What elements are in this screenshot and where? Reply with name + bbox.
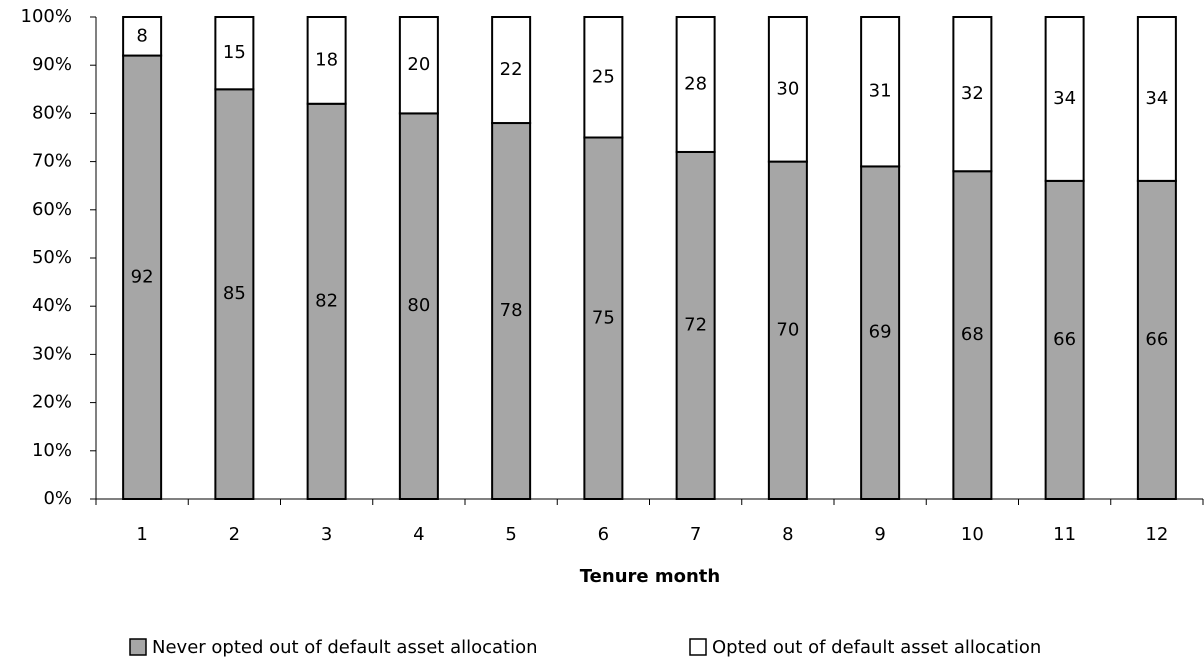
data-label: 82 (315, 290, 338, 311)
data-label: 22 (500, 59, 523, 80)
x-tick-label: 11 (1053, 524, 1076, 545)
data-label: 75 (592, 307, 615, 328)
bar-segment (398, 16, 439, 115)
bar-segment (491, 16, 532, 125)
bar-segment (583, 16, 624, 139)
bar-segment (306, 16, 347, 105)
bar-segment (214, 88, 255, 501)
data-label: 34 (1145, 88, 1168, 109)
y-tick-label: 70% (32, 151, 72, 172)
data-label: 92 (131, 266, 154, 287)
x-tick-label: 2 (229, 524, 240, 545)
data-label: 70 (776, 319, 799, 340)
bar-segment (583, 136, 624, 500)
bar-segment (952, 16, 993, 173)
y-tick-label: 40% (32, 295, 72, 316)
bar-segment (306, 102, 347, 500)
data-label: 68 (961, 324, 984, 345)
bar-segment (952, 170, 993, 501)
y-tick-label: 80% (32, 102, 72, 123)
legend-label: Never opted out of default asset allocat… (152, 637, 538, 658)
x-tick-label: 10 (961, 524, 984, 545)
y-tick-label: 90% (32, 54, 72, 75)
data-label: 34 (1053, 88, 1076, 109)
x-tick-label: 12 (1145, 524, 1168, 545)
x-tick-label: 4 (413, 524, 424, 545)
x-tick-label: 8 (782, 524, 793, 545)
y-tick-label: 20% (32, 392, 72, 413)
y-tick-label: 10% (32, 440, 72, 461)
data-label: 20 (407, 54, 430, 75)
data-label: 80 (407, 295, 430, 316)
bar-segment (767, 160, 808, 500)
bar-segment (675, 150, 716, 501)
x-tick-label: 7 (690, 524, 701, 545)
y-tick-label: 30% (32, 343, 72, 364)
bar-segment (675, 16, 716, 153)
data-label: 8 (136, 25, 147, 46)
bar-segment (1136, 179, 1177, 500)
y-tick-label: 50% (32, 247, 72, 268)
data-label: 85 (223, 283, 246, 304)
bar-segment (214, 16, 255, 91)
bar-segment (122, 54, 163, 501)
bar-segment (1044, 16, 1085, 182)
x-tick-label: 9 (874, 524, 885, 545)
x-tick-label: 6 (598, 524, 609, 545)
data-label: 15 (223, 42, 246, 63)
legend-swatch (129, 638, 147, 656)
y-tick-label: 100% (21, 6, 72, 27)
bar-segment (860, 16, 901, 168)
bar-segment (1136, 16, 1177, 182)
data-label: 30 (776, 78, 799, 99)
data-label: 72 (684, 314, 707, 335)
bar-segment (767, 16, 808, 163)
legend-label: Opted out of default asset allocation (712, 637, 1041, 658)
data-label: 78 (500, 300, 523, 321)
y-tick-label: 60% (32, 199, 72, 220)
y-tick-label: 0% (43, 488, 72, 509)
data-label: 31 (869, 81, 892, 102)
bar-segment (122, 16, 163, 57)
x-tick-label: 3 (321, 524, 332, 545)
data-label: 25 (592, 66, 615, 87)
x-axis-title: Tenure month (580, 566, 720, 587)
data-label: 66 (1053, 329, 1076, 350)
data-label: 66 (1145, 329, 1168, 350)
x-tick-label: 1 (136, 524, 147, 545)
legend-swatch (689, 638, 707, 656)
x-tick-label: 5 (505, 524, 516, 545)
data-label: 18 (315, 49, 338, 70)
data-label: 69 (869, 322, 892, 343)
data-label: 32 (961, 83, 984, 104)
data-label: 28 (684, 73, 707, 94)
